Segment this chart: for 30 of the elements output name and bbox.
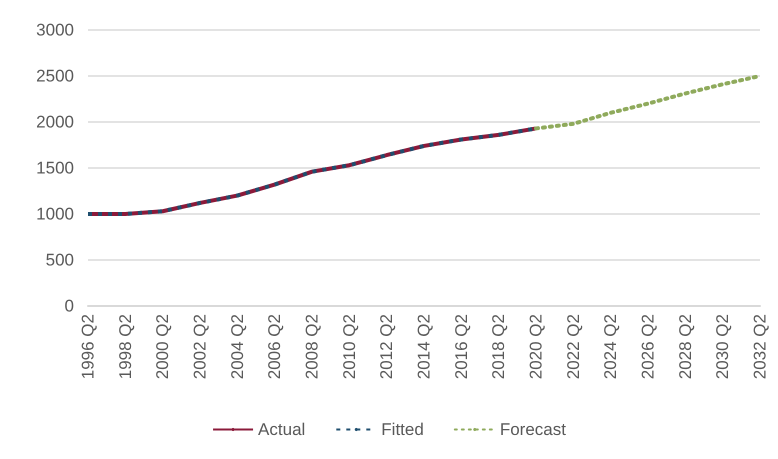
y-tick-label: 3000 <box>36 20 74 40</box>
x-tick-label: 2028 Q2 <box>676 314 695 380</box>
x-tick-label: 2000 Q2 <box>153 314 172 380</box>
x-tick-label: 1996 Q2 <box>78 314 98 380</box>
legend-label: Fitted <box>381 420 424 439</box>
x-tick-label: 2022 Q2 <box>564 314 583 380</box>
x-tick-label: 2016 Q2 <box>452 314 471 380</box>
x-tick-label: 2026 Q2 <box>638 314 658 380</box>
x-tick-label: 2024 Q2 <box>601 314 620 380</box>
x-tick-label: 2020 Q2 <box>526 314 546 380</box>
x-tick-label: 2032 Q2 <box>750 314 770 380</box>
x-tick-label: 2010 Q2 <box>340 314 359 380</box>
x-tick-label: 2008 Q2 <box>302 314 322 380</box>
line-series <box>86 126 538 216</box>
x-tick-label: 2006 Q2 <box>265 314 284 380</box>
y-tick-label: 1500 <box>36 158 74 178</box>
x-tick-label: 2018 Q2 <box>489 314 508 380</box>
x-tick-label: 2030 Q2 <box>713 314 732 380</box>
legend-label: Actual <box>258 420 306 439</box>
y-tick-label: 2500 <box>36 66 74 86</box>
x-tick-label: 2004 Q2 <box>228 314 247 380</box>
y-tick-label: 0 <box>64 296 74 316</box>
x-tick-label: 1998 Q2 <box>116 314 135 380</box>
y-tick-label: 1000 <box>36 204 74 224</box>
x-tick-label: 2014 Q2 <box>414 314 434 380</box>
x-tick-label: 2012 Q2 <box>377 314 396 380</box>
legend-label: Forecast <box>500 420 566 439</box>
y-tick-label: 500 <box>46 250 74 270</box>
y-tick-label: 2000 <box>36 112 74 132</box>
x-tick-label: 2002 Q2 <box>190 314 210 380</box>
